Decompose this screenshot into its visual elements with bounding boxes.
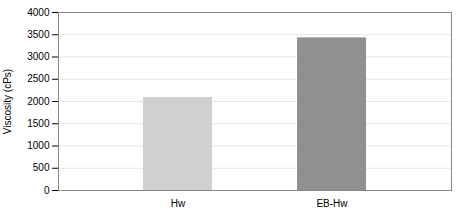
- svg-text:0: 0: [44, 185, 50, 196]
- svg-text:3000: 3000: [27, 51, 50, 62]
- svg-text:1500: 1500: [27, 118, 50, 129]
- svg-text:4000: 4000: [27, 7, 50, 18]
- svg-text:1000: 1000: [27, 140, 50, 151]
- svg-text:3500: 3500: [27, 29, 50, 40]
- svg-text:500: 500: [33, 162, 50, 173]
- svg-text:Hw: Hw: [171, 198, 186, 209]
- svg-text:EB-Hw: EB-Hw: [316, 198, 348, 209]
- svg-text:2500: 2500: [27, 73, 50, 84]
- svg-text:2000: 2000: [27, 96, 50, 107]
- svg-text:Viscosity (cPs): Viscosity (cPs): [2, 69, 13, 134]
